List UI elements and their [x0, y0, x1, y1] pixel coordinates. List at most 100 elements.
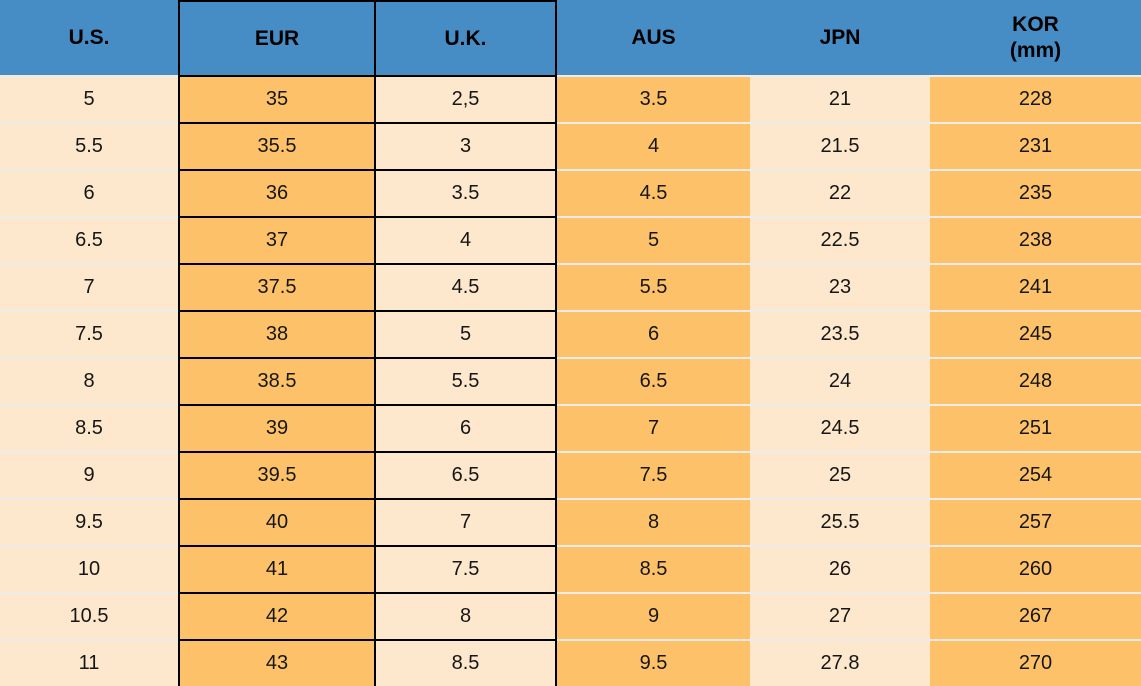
table-row: 11 43 8.5 9.5 27.8 270	[0, 639, 1141, 686]
table-cell: 22	[750, 169, 930, 216]
table-row: 9 39.5 6.5 7.5 25 254	[0, 451, 1141, 498]
table-cell: 245	[930, 310, 1141, 357]
table-cell: 251	[930, 404, 1141, 451]
table-cell: 5	[374, 310, 557, 357]
header-cell-us: U.S.	[0, 0, 178, 75]
table-cell: 7.5	[557, 451, 750, 498]
table-cell: 42	[178, 592, 374, 639]
table-cell: 3.5	[557, 75, 750, 122]
table-row: 6 36 3.5 4.5 22 235	[0, 169, 1141, 216]
table-cell: 9	[557, 592, 750, 639]
table-cell: 8.5	[557, 545, 750, 592]
table-cell: 24.5	[750, 404, 930, 451]
table-cell: 40	[178, 498, 374, 545]
table-cell: 6	[0, 169, 178, 216]
table-cell: 43	[178, 639, 374, 686]
table-row: 5 35 2,5 3.5 21 228	[0, 75, 1141, 122]
table-cell: 6	[557, 310, 750, 357]
header-cell-eur: EUR	[178, 0, 374, 75]
header-cell-kor-sublabel: (mm)	[1009, 38, 1062, 62]
table-cell: 6.5	[374, 451, 557, 498]
table-cell: 7	[374, 498, 557, 545]
table-cell: 3	[374, 122, 557, 169]
table-cell: 260	[930, 545, 1141, 592]
table-row: 8 38.5 5.5 6.5 24 248	[0, 357, 1141, 404]
table-cell: 11	[0, 639, 178, 686]
table-row: 9.5 40 7 8 25.5 257	[0, 498, 1141, 545]
table-cell: 6	[374, 404, 557, 451]
table-cell: 8.5	[374, 639, 557, 686]
header-cell-kor-label: KOR	[1012, 12, 1059, 36]
table-cell: 241	[930, 263, 1141, 310]
table-cell: 267	[930, 592, 1141, 639]
table-cell: 254	[930, 451, 1141, 498]
header-cell-uk: U.K.	[374, 0, 557, 75]
table-cell: 4.5	[374, 263, 557, 310]
table-cell: 6.5	[0, 216, 178, 263]
table-row: 10.5 42 8 9 27 267	[0, 592, 1141, 639]
table-cell: 35	[178, 75, 374, 122]
table-row: 7 37.5 4.5 5.5 23 241	[0, 263, 1141, 310]
table-cell: 5	[0, 75, 178, 122]
table-cell: 25	[750, 451, 930, 498]
table-cell: 5.5	[374, 357, 557, 404]
table-cell: 4	[374, 216, 557, 263]
table-row: 7.5 38 5 6 23.5 245	[0, 310, 1141, 357]
header-cell-kor: KOR (mm)	[930, 0, 1141, 75]
table-cell: 7.5	[374, 545, 557, 592]
table-cell: 8	[374, 592, 557, 639]
table-cell: 21	[750, 75, 930, 122]
table-cell: 270	[930, 639, 1141, 686]
table-cell: 21.5	[750, 122, 930, 169]
table-cell: 231	[930, 122, 1141, 169]
table-cell: 37.5	[178, 263, 374, 310]
table-cell: 23.5	[750, 310, 930, 357]
table-cell: 39.5	[178, 451, 374, 498]
table-cell: 248	[930, 357, 1141, 404]
table-cell: 238	[930, 216, 1141, 263]
table-cell: 257	[930, 498, 1141, 545]
table-body: 5 35 2,5 3.5 21 228 5.5 35.5 3 4 21.5 231 6 36 3.5 4.5 2…	[0, 75, 1141, 686]
table-cell: 23	[750, 263, 930, 310]
table-row: 5.5 35.5 3 4 21.5 231	[0, 122, 1141, 169]
table-cell: 8	[0, 357, 178, 404]
table-cell: 8.5	[0, 404, 178, 451]
table-cell: 3.5	[374, 169, 557, 216]
table-cell: 22.5	[750, 216, 930, 263]
header-cell-aus: AUS	[557, 0, 750, 75]
table-cell: 26	[750, 545, 930, 592]
table-cell: 4	[557, 122, 750, 169]
table-cell: 4.5	[557, 169, 750, 216]
table-cell: 10.5	[0, 592, 178, 639]
table-cell: 38	[178, 310, 374, 357]
table-cell: 24	[750, 357, 930, 404]
table-cell: 7	[557, 404, 750, 451]
table-cell: 5	[557, 216, 750, 263]
table-cell: 6.5	[557, 357, 750, 404]
table-row: 6.5 37 4 5 22.5 238	[0, 216, 1141, 263]
table-cell: 2,5	[374, 75, 557, 122]
table-cell: 27.8	[750, 639, 930, 686]
table-cell: 7.5	[0, 310, 178, 357]
header-row: U.S. EUR U.K. AUS JPN KOR (mm)	[0, 0, 1141, 75]
table-cell: 10	[0, 545, 178, 592]
table-cell: 5.5	[0, 122, 178, 169]
table-cell: 5.5	[557, 263, 750, 310]
table-cell: 8	[557, 498, 750, 545]
table-cell: 235	[930, 169, 1141, 216]
table-cell: 37	[178, 216, 374, 263]
table-cell: 25.5	[750, 498, 930, 545]
table-cell: 9.5	[557, 639, 750, 686]
table-cell: 228	[930, 75, 1141, 122]
table-row: 8.5 39 6 7 24.5 251	[0, 404, 1141, 451]
header-cell-jpn: JPN	[750, 0, 930, 75]
table-cell: 35.5	[178, 122, 374, 169]
table-cell: 39	[178, 404, 374, 451]
table-cell: 41	[178, 545, 374, 592]
table-row: 10 41 7.5 8.5 26 260	[0, 545, 1141, 592]
table-cell: 9.5	[0, 498, 178, 545]
table-cell: 27	[750, 592, 930, 639]
table-cell: 38.5	[178, 357, 374, 404]
